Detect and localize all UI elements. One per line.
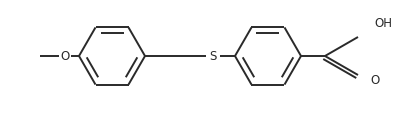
Text: O: O	[61, 50, 70, 63]
Text: OH: OH	[374, 16, 392, 29]
Text: O: O	[371, 73, 380, 86]
Text: S: S	[209, 50, 217, 63]
